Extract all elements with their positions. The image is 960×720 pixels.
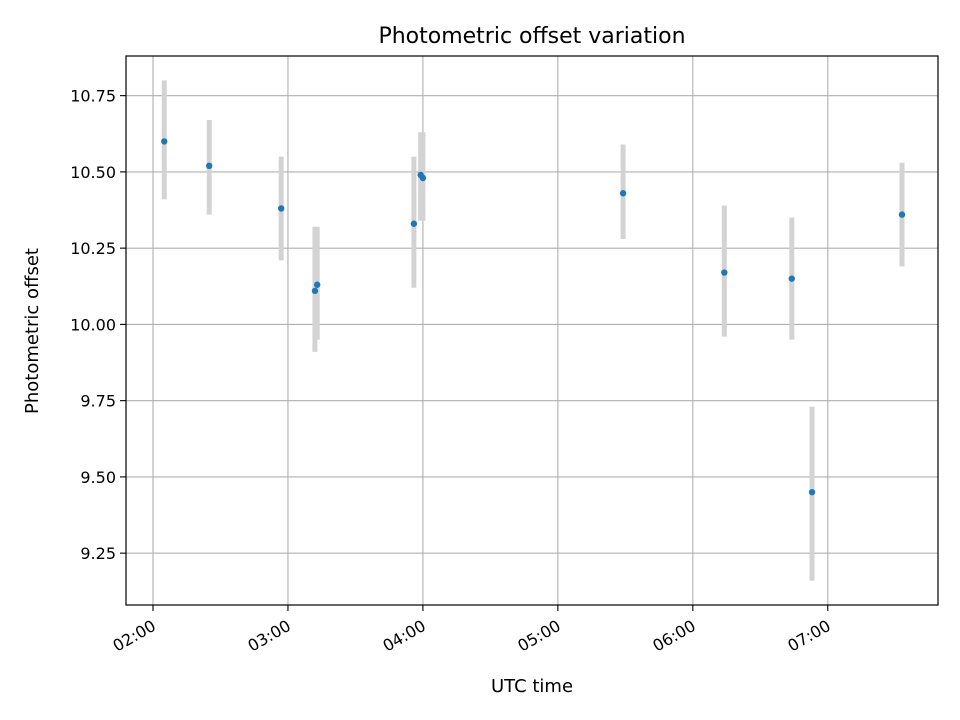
chart-title: Photometric offset variation xyxy=(378,24,685,49)
plot-frame xyxy=(125,55,939,606)
error-bars xyxy=(161,80,905,581)
data-point xyxy=(206,162,213,169)
x-tick-label: 02:00 xyxy=(110,616,159,656)
x-axis-ticks: 02:00 03:00 04:00 05:00 06:00 07:00 xyxy=(110,605,834,656)
data-point xyxy=(410,220,418,227)
x-tick-label: 05:00 xyxy=(514,616,563,656)
x-tick-label: 04:00 xyxy=(379,616,428,656)
data-point xyxy=(788,275,795,282)
data-point xyxy=(311,287,319,295)
data-point xyxy=(278,205,285,212)
y-tick-label: 10.50 xyxy=(70,163,116,182)
data-point xyxy=(161,138,168,145)
y-tick-label: 10.00 xyxy=(70,315,116,334)
data-point xyxy=(721,269,728,276)
gridlines xyxy=(126,56,938,605)
y-tick-label: 9.75 xyxy=(80,392,116,411)
y-axis-ticks: 9.25 9.50 9.75 10.00 10.25 10.50 10.75 xyxy=(70,87,126,563)
data-point xyxy=(898,211,906,218)
data-point xyxy=(313,281,321,288)
data-points xyxy=(161,138,906,496)
y-tick-label: 9.25 xyxy=(80,544,116,563)
x-axis-label: UTC time xyxy=(491,676,573,697)
data-point xyxy=(419,174,427,182)
x-tick-label: 07:00 xyxy=(784,616,833,656)
y-tick-label: 10.25 xyxy=(70,239,116,258)
y-tick-label: 9.50 xyxy=(80,468,116,487)
data-point xyxy=(619,190,627,197)
x-tick-label: 03:00 xyxy=(245,616,294,656)
data-point xyxy=(808,488,816,496)
x-tick-label: 06:00 xyxy=(649,616,698,656)
y-axis-label: Photometric offset xyxy=(22,248,43,414)
y-tick-label: 10.75 xyxy=(70,87,116,106)
